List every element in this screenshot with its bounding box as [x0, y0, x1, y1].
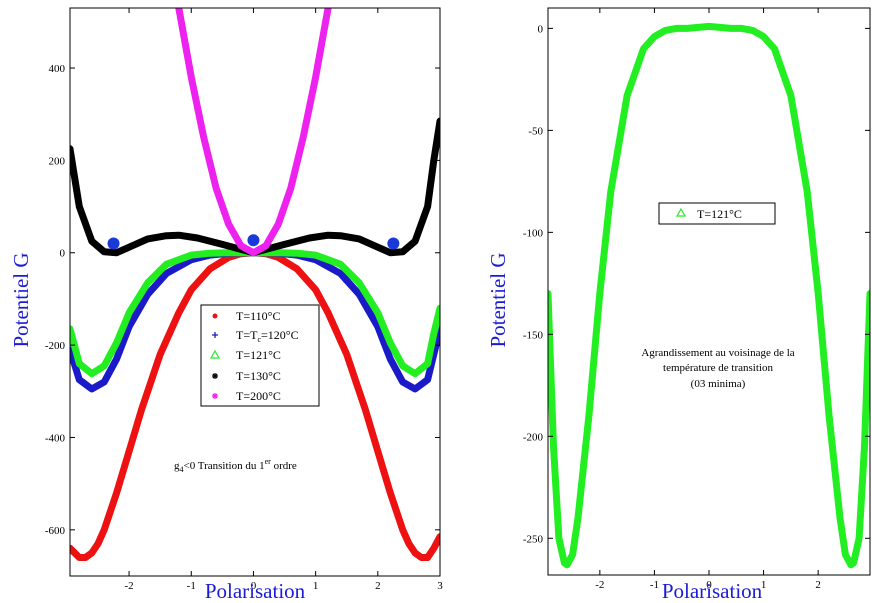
right-ticks-group: -2 -1 0 1 2 -250 -200 -150 -100 -50 0 [523, 8, 870, 591]
x-tick-label: 0 [251, 580, 257, 592]
left-y-axis-label: Potentiel G [9, 252, 33, 347]
legend-marker-3 [212, 373, 218, 379]
left-plot-frame [69, 7, 441, 577]
y-tick-label: -250 [523, 533, 544, 545]
right-series-group [548, 22, 870, 569]
x-tick-label: -1 [650, 579, 659, 591]
x-tick-label: -2 [595, 579, 604, 591]
legend-label-200: T=200°C [236, 389, 281, 403]
minimum-marker [387, 237, 400, 250]
left-ticks-group: -2 -1 0 1 2 3 -600 -400 -200 0 200 400 [45, 8, 443, 592]
minimum-marker [247, 234, 260, 247]
left-annotation: g4<0 Transition du 1er ordre [174, 457, 297, 474]
y-tick-label: 400 [49, 63, 66, 75]
legend-marker-2 [209, 349, 221, 359]
right-x-axis-label: Polarisation [662, 579, 763, 603]
series-line-3 [70, 117, 440, 257]
y-tick-label: 0 [60, 248, 66, 260]
left-series-group [70, 8, 440, 561]
y-tick-label: -100 [523, 227, 544, 239]
x-tick-label: -2 [124, 580, 133, 592]
right-annotation-line1: Agrandissement au voisinage de la [641, 347, 794, 359]
right-annotation-line3: (03 minima) [691, 378, 746, 390]
legend-marker-1 [212, 332, 218, 338]
x-tick-label: 2 [375, 580, 381, 592]
y-tick-label: -600 [45, 525, 66, 537]
y-tick-label: -200 [523, 431, 544, 443]
x-tick-label: -1 [187, 580, 196, 592]
legend-label-121: T=121°C [236, 348, 281, 362]
series-line-4 [175, 8, 332, 257]
x-tick-label: 0 [706, 579, 712, 591]
legend-label-130: T=130°C [236, 369, 281, 383]
right-legend-marker [675, 207, 687, 217]
right-y-axis-label: Potentiel G [486, 252, 510, 347]
right-annotation-line2: température de transition [663, 362, 773, 374]
right-chart: -2 -1 0 1 2-250-200-150-100-500 Potentiel G … [486, 7, 871, 603]
y-tick-label: -400 [45, 432, 66, 444]
y-tick-label: 200 [49, 155, 66, 167]
y-tick-label: -150 [523, 329, 544, 341]
y-tick-label: -50 [528, 125, 543, 137]
legend-marker-0 [212, 313, 218, 319]
left-legend: T=110°C T=Tc=120°C T=121°C T=130°C T=200… [200, 304, 320, 407]
minimum-marker [107, 237, 120, 250]
x-tick-label: 2 [815, 579, 821, 591]
left-minima-markers [107, 234, 400, 250]
y-tick-label: -200 [45, 340, 66, 352]
legend-marker-4 [212, 393, 218, 399]
right-legend: T=121°C [658, 202, 776, 225]
right-legend-label: T=121°C [697, 207, 742, 221]
x-tick-label: 1 [761, 579, 767, 591]
series-line-0 [548, 22, 870, 569]
legend-label-120: T=Tc=120°C [236, 328, 299, 344]
y-tick-label: 0 [538, 23, 544, 35]
left-x-axis-label: Polarisation [205, 579, 306, 603]
x-tick-label: 3 [437, 580, 443, 592]
x-tick-label: 1 [313, 580, 319, 592]
legend-label-110: T=110°C [236, 309, 280, 323]
